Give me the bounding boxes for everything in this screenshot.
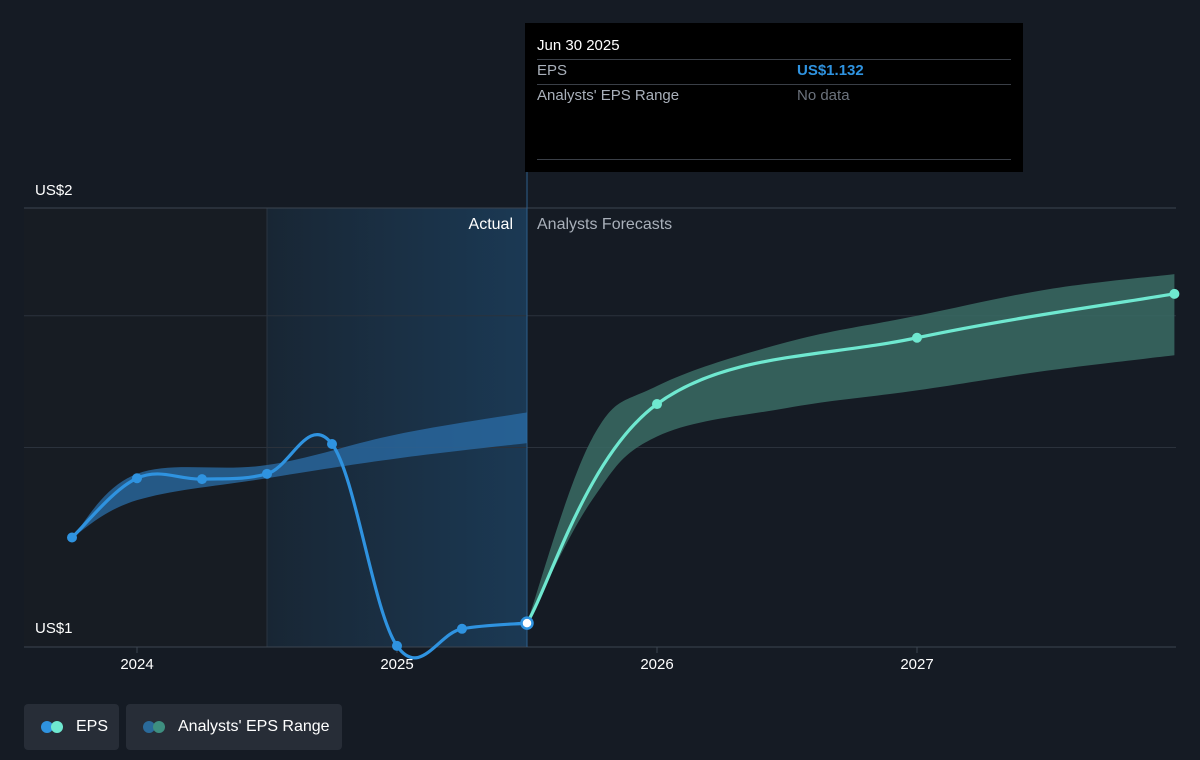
legend-range[interactable]: Analysts' EPS Range xyxy=(126,704,342,750)
legend-eps-dot-forecast xyxy=(51,721,63,733)
tooltip-divider xyxy=(537,159,1011,160)
eps-point-forecast-2 xyxy=(912,332,922,343)
eps-point-actual-6 xyxy=(457,623,467,634)
tooltip-eps-label: EPS xyxy=(537,62,568,79)
legend-eps-dot-actual xyxy=(41,721,53,733)
tooltip-row-range: Analysts' EPS Range No data xyxy=(537,84,1011,109)
legend-range-icon xyxy=(143,721,169,733)
legend-range-dot-actual xyxy=(143,721,155,733)
eps-range-band-forecast xyxy=(527,274,1175,624)
y-tick-label-bottom: US$1 xyxy=(35,620,73,637)
tooltip-range-label: Analysts' EPS Range xyxy=(537,87,680,104)
x-tick-label-1: 2025 xyxy=(380,656,414,673)
eps-line-actual xyxy=(70,433,529,660)
y-tick-label-top: US$2 xyxy=(35,182,73,199)
tooltip-eps-value: US$1.132 xyxy=(797,62,864,79)
legend-eps-label: EPS xyxy=(76,718,109,735)
legend-eps-icon xyxy=(41,721,67,733)
eps-point-actual-5 xyxy=(392,640,402,651)
legend-range-label: Analysts' EPS Range xyxy=(178,718,330,735)
eps-point-actual-3 xyxy=(262,468,272,479)
legend-range-dot-forecast xyxy=(153,721,165,733)
eps-point-forecast-3 xyxy=(1169,288,1180,299)
tooltip-range-value: No data xyxy=(797,87,850,104)
eps-highlighted-point xyxy=(520,616,534,630)
eps-line-forecast xyxy=(525,292,1176,625)
eps-point-actual-4 xyxy=(327,438,337,449)
eps-range-band-actual xyxy=(72,412,527,538)
hover-tooltip: Jun 30 2025 EPS US$1.132 Analysts' EPS R… xyxy=(525,23,1023,172)
x-tick-label-0: 2024 xyxy=(120,656,154,673)
x-tick-label-3: 2027 xyxy=(900,656,934,673)
eps-point-actual-1 xyxy=(132,473,142,484)
forecast-segment-label: Analysts Forecasts xyxy=(537,216,673,233)
eps-point-forecast-1 xyxy=(652,399,662,410)
tooltip-date: Jun 30 2025 xyxy=(537,37,620,54)
tooltip-row-eps: EPS US$1.132 xyxy=(537,59,1011,84)
x-tick-label-2: 2026 xyxy=(640,656,674,673)
legend-eps[interactable]: EPS xyxy=(24,704,119,750)
eps-point-actual-0 xyxy=(67,532,77,543)
eps-point-actual-2 xyxy=(197,474,207,485)
actual-segment-label: Actual xyxy=(468,216,513,233)
